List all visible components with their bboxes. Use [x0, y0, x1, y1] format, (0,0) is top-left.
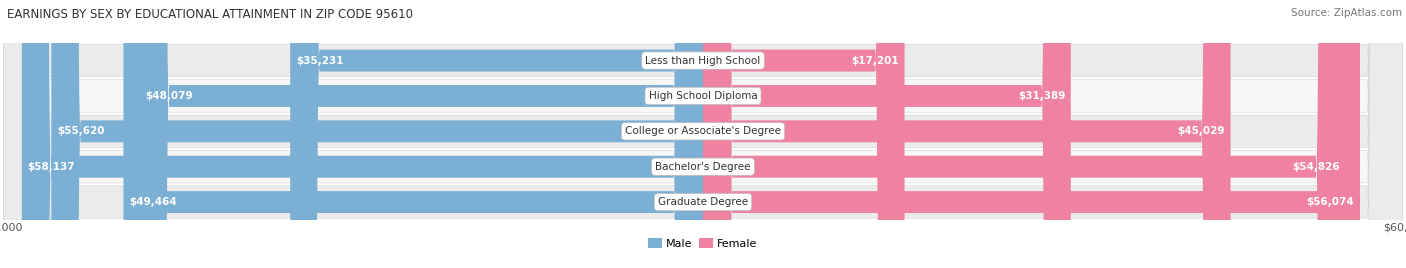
Text: Bachelor's Degree: Bachelor's Degree: [655, 162, 751, 172]
FancyBboxPatch shape: [703, 0, 904, 268]
Text: High School Diploma: High School Diploma: [648, 91, 758, 101]
FancyBboxPatch shape: [3, 0, 1403, 268]
FancyBboxPatch shape: [3, 0, 1403, 268]
Text: $56,074: $56,074: [1306, 197, 1354, 207]
FancyBboxPatch shape: [3, 0, 1403, 268]
Text: Less than High School: Less than High School: [645, 55, 761, 66]
Text: $45,029: $45,029: [1177, 126, 1225, 136]
Text: EARNINGS BY SEX BY EDUCATIONAL ATTAINMENT IN ZIP CODE 95610: EARNINGS BY SEX BY EDUCATIONAL ATTAINMEN…: [7, 8, 413, 21]
FancyBboxPatch shape: [3, 0, 1403, 268]
Text: $48,079: $48,079: [145, 91, 193, 101]
FancyBboxPatch shape: [703, 0, 1071, 268]
FancyBboxPatch shape: [22, 0, 703, 268]
Text: $35,231: $35,231: [295, 55, 343, 66]
Text: College or Associate's Degree: College or Associate's Degree: [626, 126, 780, 136]
FancyBboxPatch shape: [3, 0, 1403, 268]
FancyBboxPatch shape: [51, 0, 703, 268]
Text: $58,137: $58,137: [28, 162, 75, 172]
Text: $31,389: $31,389: [1018, 91, 1066, 101]
Text: $49,464: $49,464: [129, 197, 177, 207]
FancyBboxPatch shape: [703, 0, 1346, 268]
FancyBboxPatch shape: [290, 0, 703, 268]
FancyBboxPatch shape: [703, 0, 1360, 268]
FancyBboxPatch shape: [703, 0, 1230, 268]
Text: $54,826: $54,826: [1292, 162, 1340, 172]
Text: Graduate Degree: Graduate Degree: [658, 197, 748, 207]
Text: $55,620: $55,620: [56, 126, 104, 136]
Legend: Male, Female: Male, Female: [644, 233, 762, 253]
FancyBboxPatch shape: [139, 0, 703, 268]
Text: $17,201: $17,201: [851, 55, 898, 66]
Text: Source: ZipAtlas.com: Source: ZipAtlas.com: [1291, 8, 1402, 18]
FancyBboxPatch shape: [124, 0, 703, 268]
